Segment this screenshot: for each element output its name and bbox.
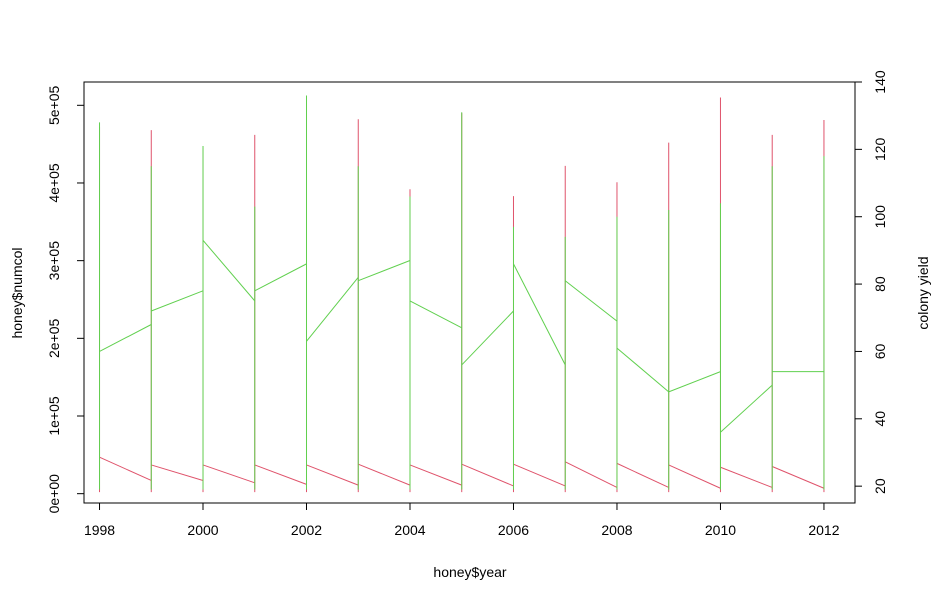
right-series-segment-5: [358, 261, 410, 281]
left-series-segment-12: [720, 467, 772, 487]
right-series-segment-2: [203, 240, 255, 301]
y-right-tick-label-6: 140: [872, 70, 888, 94]
left-series-segment-10: [617, 463, 669, 487]
left-series-segment-8: [513, 464, 565, 486]
left-series-segment-13: [772, 466, 824, 488]
left-series-segment-2: [203, 465, 255, 483]
y-right-tick-label-0: 20: [872, 478, 888, 494]
right-series: [100, 95, 824, 489]
y-axis-right: 20 40 60 80 100 120 140: [855, 70, 888, 494]
x-tick-label-0: 1998: [84, 522, 115, 538]
left-series-segment-11: [669, 465, 721, 488]
left-series-segment-5: [358, 464, 410, 485]
right-series-segment-10: [617, 348, 669, 392]
y-axis-label: honey$numcol: [9, 247, 25, 338]
right-series-segment-8: [513, 264, 565, 365]
x-tick-label-6: 2010: [705, 522, 736, 538]
left-series-segment-9: [565, 462, 617, 488]
right-series-segment-12: [720, 385, 772, 432]
right-series-segment-7: [462, 311, 514, 365]
left-series-segment-3: [255, 465, 307, 484]
y-right-tick-label-4: 100: [872, 205, 888, 229]
right-series-segment-11: [669, 372, 721, 392]
left-series-segment-1: [151, 465, 203, 481]
right-series-segment-1: [151, 291, 203, 311]
x-tick-label-4: 2006: [498, 522, 529, 538]
y-left-tick-label-3: 3e+05: [46, 241, 62, 281]
y-left-tick-label-0: 0e+00: [46, 474, 62, 514]
x-axis-label: honey$year: [433, 564, 507, 580]
right-series-segment-4: [307, 277, 359, 341]
x-tick-label-2: 2002: [291, 522, 322, 538]
right-series-segment-9: [565, 281, 617, 321]
y-left-tick-label-2: 2e+05: [46, 318, 62, 358]
left-series-segment-4: [307, 465, 359, 485]
y-axis-left: 0e+00 1e+05 2e+05 3e+05 4e+05 5e+05: [46, 85, 84, 513]
y-right-tick-label-1: 40: [872, 411, 888, 427]
y-left-tick-label-1: 1e+05: [46, 396, 62, 436]
x-tick-label-5: 2008: [601, 522, 632, 538]
x-axis: 1998 2000 2002 2004 2006 2008 2010 2012: [84, 503, 840, 538]
right-series-segment-6: [410, 301, 462, 328]
right-series-segment-0: [100, 324, 152, 351]
right-series-segment-3: [255, 264, 307, 291]
x-tick-label-3: 2004: [394, 522, 425, 538]
y-right-tick-label-2: 60: [872, 343, 888, 359]
y-left-tick-label-4: 4e+05: [46, 163, 62, 203]
left-series-segment-7: [462, 464, 514, 486]
y-right-tick-label-5: 120: [872, 137, 888, 161]
y-left-tick-label-5: 5e+05: [46, 85, 62, 125]
y-axis-right-label: colony yield: [915, 256, 931, 329]
x-tick-label-1: 2000: [187, 522, 218, 538]
left-series-segment-0: [100, 457, 152, 480]
y-right-tick-label-3: 80: [872, 276, 888, 292]
x-tick-label-7: 2012: [808, 522, 839, 538]
left-series-segment-6: [410, 465, 462, 485]
